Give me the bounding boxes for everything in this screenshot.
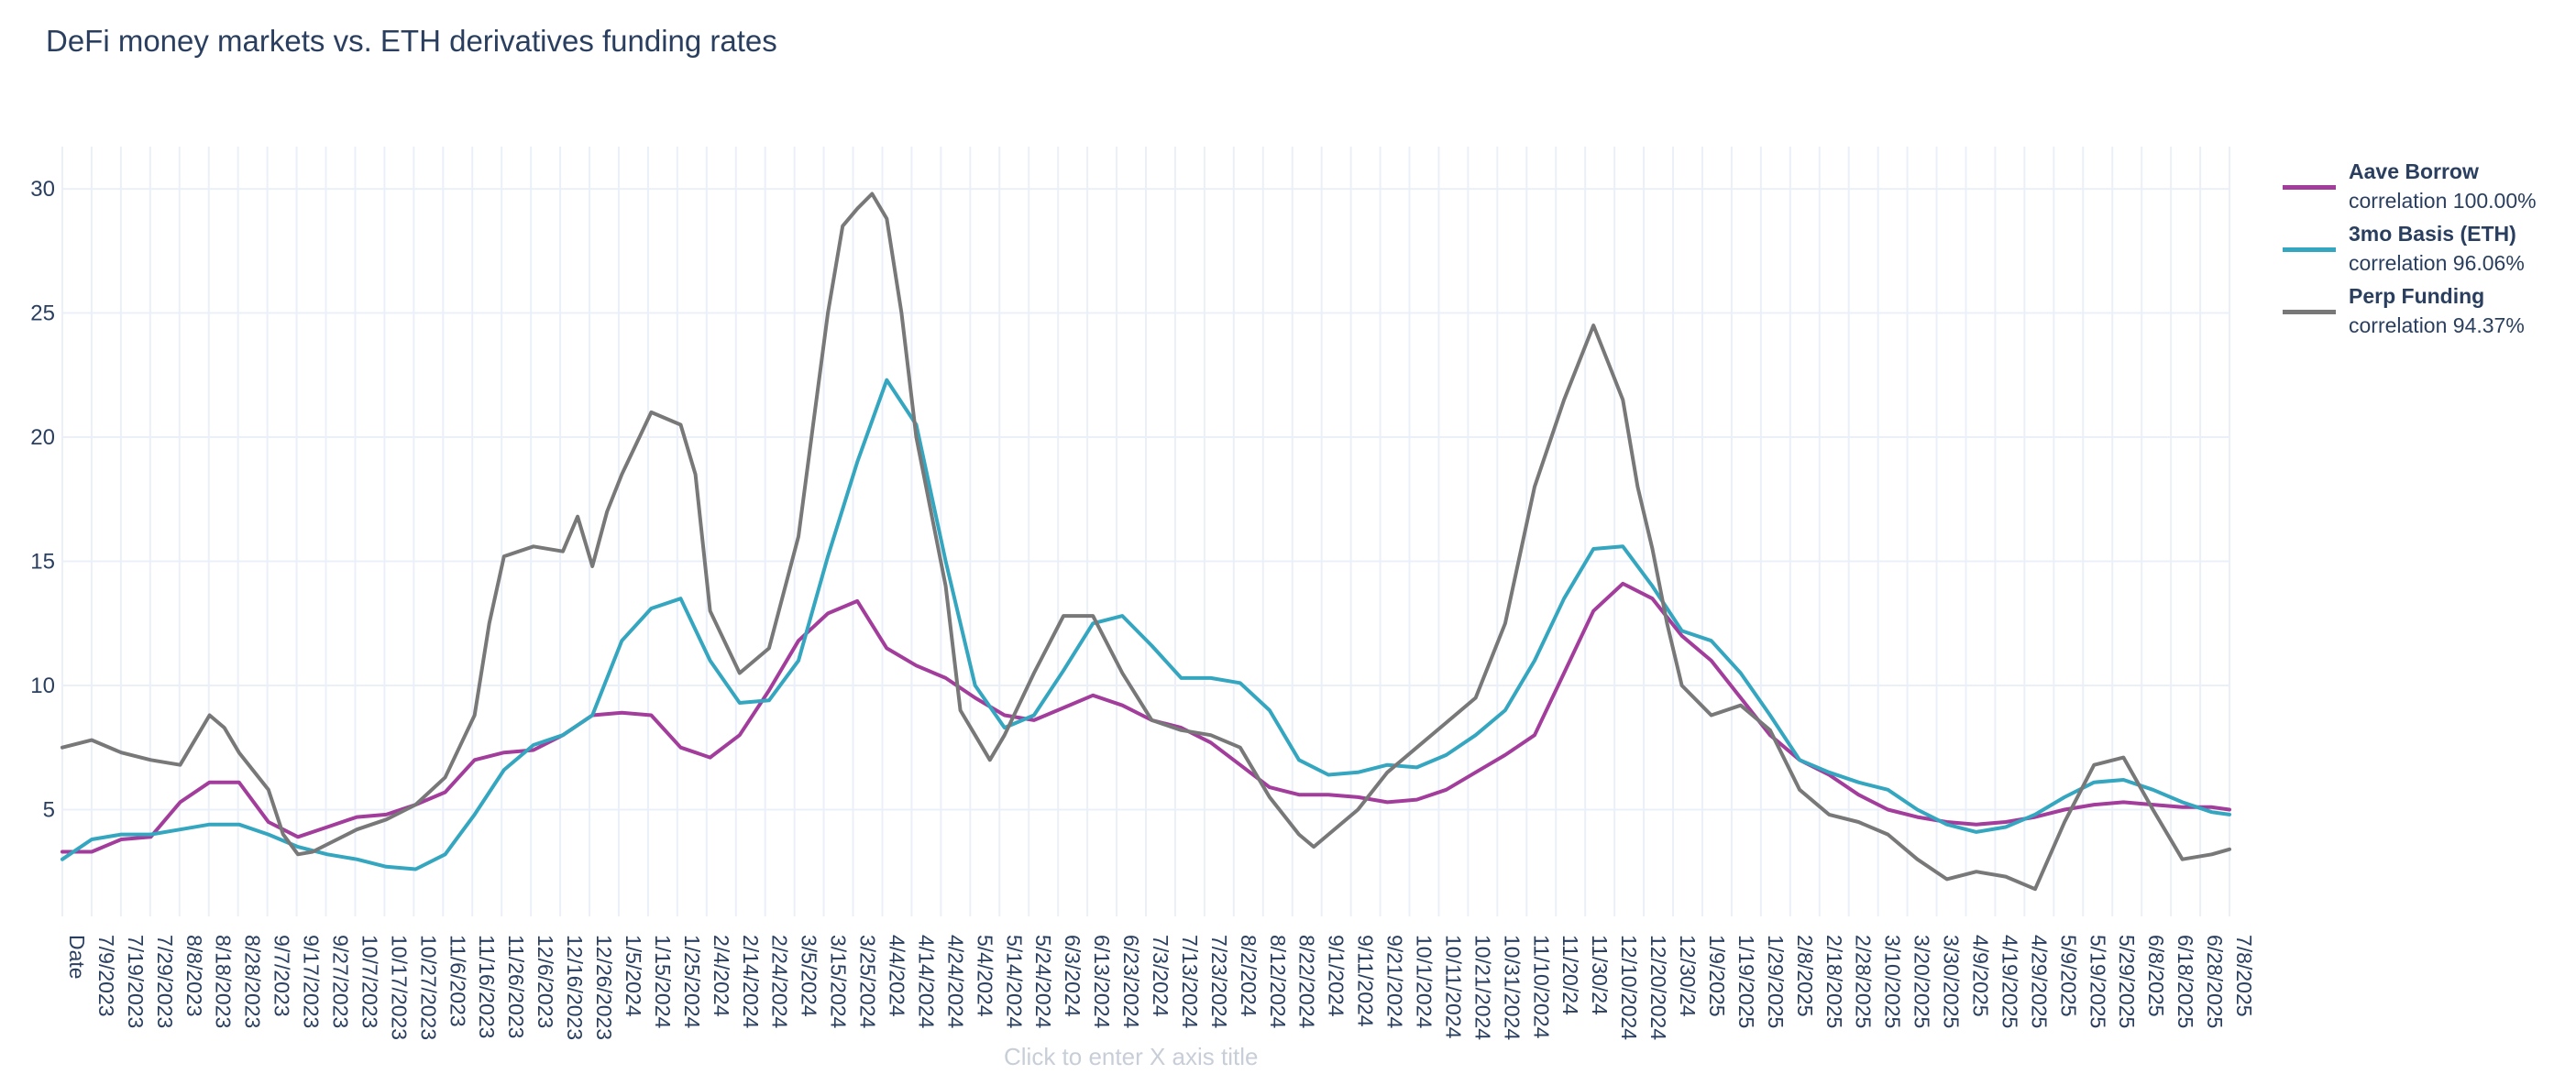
x-tick-label: 6/8/2025 [2144,935,2168,1017]
x-tick-label: 12/6/2023 [534,935,557,1028]
y-tick-label: 20 [30,425,55,450]
chart-title: DeFi money markets vs. ETH derivatives f… [46,24,777,58]
x-tick-label: 4/4/2024 [885,935,908,1017]
x-tick-label: 5/24/2024 [1031,935,1055,1029]
x-tick-label: 10/21/2024 [1470,935,1494,1040]
x-tick-label: 1/19/2025 [1734,935,1758,1028]
x-tick-label: 12/20/2024 [1646,935,1670,1040]
y-tick-label: 10 [30,674,55,698]
legend-swatch-aave [2283,185,2336,190]
x-tick-label: 8/28/2023 [241,935,265,1028]
x-tick-label: 4/24/2024 [943,935,967,1029]
y-tick-label: 5 [43,797,55,822]
x-tick-label: 5/29/2025 [2115,935,2139,1028]
x-tick-label: 10/1/2024 [1413,935,1437,1029]
x-tick-label: 11/30/24 [1588,935,1612,1015]
x-tick-label: 6/28/2025 [2203,935,2227,1028]
x-tick-label: 3/25/2024 [856,935,880,1029]
x-tick-label: 11/6/2023 [446,935,469,1027]
x-tick-label: 5/4/2024 [973,935,996,1017]
x-tick-label: 5/9/2025 [2056,935,2080,1017]
x-tick-label: 10/11/2024 [1441,935,1465,1039]
x-tick-label: 11/16/2023 [475,935,499,1038]
y-tick-label: 30 [30,177,55,202]
y-tick-label: 15 [30,550,55,575]
x-tick-label: 8/8/2023 [182,935,206,1017]
x-tick-label: 1/5/2024 [622,935,645,1017]
x-tick-label: 12/26/2023 [592,935,616,1040]
x-tick-label: 7/3/2024 [1149,935,1172,1017]
x-tick-label: 11/26/2023 [504,935,528,1038]
x-tick-label: 3/15/2024 [827,935,851,1029]
legend-swatch-perp [2283,310,2336,314]
legend-name-aave: Aave Borrow [2349,159,2479,183]
x-tick-label: 4/14/2024 [914,935,938,1029]
x-tick-label: 3/10/2025 [1881,935,1905,1028]
y-tick-label: 25 [30,301,55,326]
x-tick-label: 9/17/2023 [300,935,324,1028]
series-line-3mo-basis[interactable] [61,378,2231,871]
x-tick-label: 9/1/2024 [1325,935,1349,1017]
x-tick-label: 3/30/2025 [1940,935,1964,1028]
x-tick-label: 8/18/2023 [212,935,236,1028]
x-tick-label: 7/29/2023 [153,935,177,1028]
x-tick-label: 6/13/2024 [1090,935,1114,1029]
x-tick-label: 1/25/2024 [680,935,704,1029]
x-tick-label: 7/19/2023 [124,935,148,1028]
x-tick-label: 10/27/2023 [416,935,440,1040]
x-tick-label: 4/19/2025 [1998,935,2021,1028]
legend-correlation-basis: correlation 96.06% [2349,251,2525,275]
x-tick-label: 6/18/2025 [2174,935,2197,1028]
x-tick-label: 12/16/2023 [563,935,587,1040]
x-tick-label: 3/5/2024 [798,935,821,1017]
x-tick-label: 9/7/2023 [270,935,294,1017]
x-tick-label: 1/15/2024 [651,935,675,1029]
x-tick-label: 6/23/2024 [1119,935,1143,1029]
x-tick-label: 2/18/2025 [1822,935,1846,1028]
legend-correlation-perp: correlation 94.37% [2349,313,2525,337]
x-tick-label: 10/31/2024 [1500,935,1524,1040]
x-tick-label: 5/19/2025 [2086,935,2109,1028]
x-tick-label: 9/11/2024 [1354,935,1378,1027]
legend-name-basis: 3mo Basis (ETH) [2349,222,2516,246]
x-tick-label: 12/10/2024 [1617,935,1641,1040]
x-tick-label: 7/8/2025 [2232,935,2256,1017]
legend-swatch-basis [2283,247,2336,252]
x-axis-title[interactable]: Click to enter X axis title [1004,1043,1259,1070]
x-tick-label: 8/2/2024 [1237,935,1260,1017]
x-tick-label: Date [65,935,89,980]
x-tick-label: 2/8/2025 [1793,935,1817,1017]
x-tick-label: 7/23/2024 [1207,935,1231,1029]
x-tick-label: 4/29/2025 [2027,935,2051,1028]
x-tick-label: 7/13/2024 [1178,935,1202,1029]
series-line-perp-funding[interactable] [61,192,2231,892]
x-tick-label: 8/22/2024 [1295,935,1319,1029]
x-tick-label: 9/27/2023 [329,935,353,1028]
x-tick-label: 2/14/2024 [739,935,763,1029]
x-tick-label: 10/7/2023 [358,935,381,1028]
x-tick-label: 2/4/2024 [710,935,733,1017]
x-tick-label: 1/29/2025 [1764,935,1788,1028]
x-tick-label: 3/20/2025 [1910,935,1934,1028]
x-tick-label: 11/10/2024 [1529,935,1553,1039]
x-tick-label: 10/17/2023 [387,935,411,1040]
x-tick-label: 6/3/2024 [1061,935,1084,1017]
x-tick-label: 8/12/2024 [1266,935,1290,1029]
x-tick-label: 9/21/2024 [1383,935,1407,1029]
legend-correlation-aave: correlation 100.00% [2349,189,2537,213]
x-tick-label: 11/20/24 [1558,935,1582,1015]
x-tick-label: 7/9/2023 [94,935,118,1017]
x-tick-label: 5/14/2024 [1002,935,1026,1029]
x-tick-label: 2/28/2025 [1852,935,1876,1028]
x-tick-label: 4/9/2025 [1968,935,1992,1017]
legend-name-perp: Perp Funding [2349,284,2485,308]
x-tick-label: 2/24/2024 [768,935,792,1029]
x-tick-label: 12/30/24 [1676,935,1700,1017]
x-tick-label: 1/9/2025 [1705,935,1729,1017]
